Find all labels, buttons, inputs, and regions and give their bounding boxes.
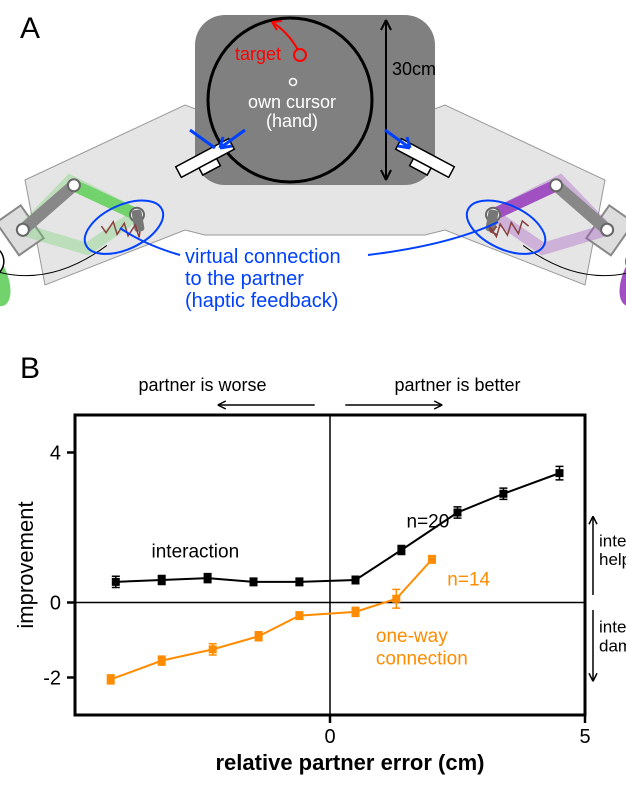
series1-inline-2: connection — [376, 648, 468, 669]
y-tick-label: 4 — [50, 443, 61, 465]
cursor-label-1: own cursor — [248, 92, 336, 112]
series-marker-0 — [250, 578, 258, 586]
right-bot-2: damages — [599, 636, 626, 655]
series-marker-1 — [255, 632, 263, 640]
panel-b-chart: 0 5 -2 0 4 relative partner error (cm) improve… — [13, 375, 626, 775]
y-tick-label: -2 — [43, 668, 61, 690]
right-top-2: helps — [599, 550, 626, 569]
dim-label: 30cm — [392, 59, 436, 79]
series-marker-0 — [556, 469, 564, 477]
series-marker-1 — [158, 657, 166, 665]
top-left-label: partner is worse — [138, 375, 266, 395]
series-marker-0 — [352, 576, 360, 584]
target-label: target — [235, 44, 281, 64]
right-bot-1: interaction — [599, 618, 626, 637]
series-marker-0 — [454, 509, 462, 517]
panel-b-label: B — [20, 352, 40, 385]
series1-inline-1: one-way — [376, 626, 448, 647]
series-marker-1 — [428, 555, 436, 563]
haptic-label-1: virtual connection — [185, 246, 341, 268]
series-marker-1 — [295, 612, 303, 620]
series-marker-1 — [392, 595, 400, 603]
x-tick-label: 5 — [579, 726, 590, 748]
haptic-label-3: (haptic feedback) — [185, 290, 338, 312]
series-marker-0 — [295, 578, 303, 586]
series-marker-0 — [158, 576, 166, 584]
panel-a: target own cursor(hand) 30cm virtual connec… — [0, 15, 626, 318]
x-axis-label: relative partner error (cm) — [216, 750, 485, 775]
series-line-0 — [116, 473, 560, 582]
x-tick-label: 0 — [324, 726, 335, 748]
series-marker-1 — [107, 675, 115, 683]
y-tick-label: 0 — [50, 593, 61, 615]
panel-a-label: A — [20, 12, 40, 45]
series-marker-1 — [209, 645, 217, 653]
series-marker-0 — [204, 574, 212, 582]
series-marker-0 — [397, 546, 405, 554]
series-marker-1 — [352, 608, 360, 616]
haptic-label-2: to the partner — [185, 268, 304, 290]
y-axis-label: improvement — [13, 501, 38, 628]
top-right-label: partner is better — [394, 375, 520, 395]
series0-inline: interaction — [152, 542, 240, 563]
series-marker-0 — [112, 578, 120, 586]
right-top-1: interaction — [599, 531, 626, 550]
series0-n: n=20 — [407, 512, 450, 533]
series-marker-0 — [499, 490, 507, 498]
cursor-label-2: (hand) — [266, 111, 318, 131]
series1-n: n=14 — [447, 570, 490, 591]
